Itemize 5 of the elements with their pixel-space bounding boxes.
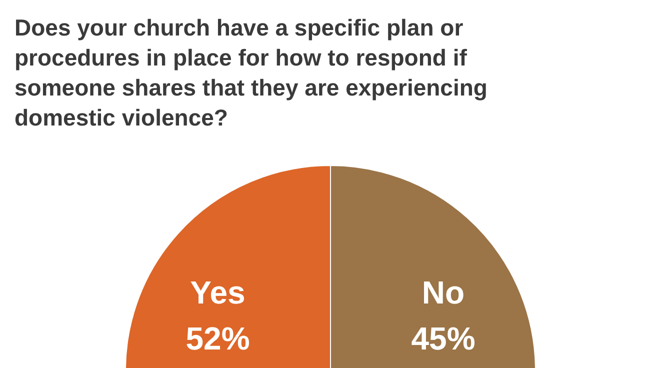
slice-label: Yes	[190, 274, 246, 310]
data-label: 45%	[411, 320, 476, 356]
chart-title: Does your church have a specific plan or procedures in place for how to respond if someone shares that they are experiencing domestic violence?	[14, 14, 488, 130]
slice-label: No	[422, 274, 465, 310]
data-label: 52%	[186, 320, 250, 356]
